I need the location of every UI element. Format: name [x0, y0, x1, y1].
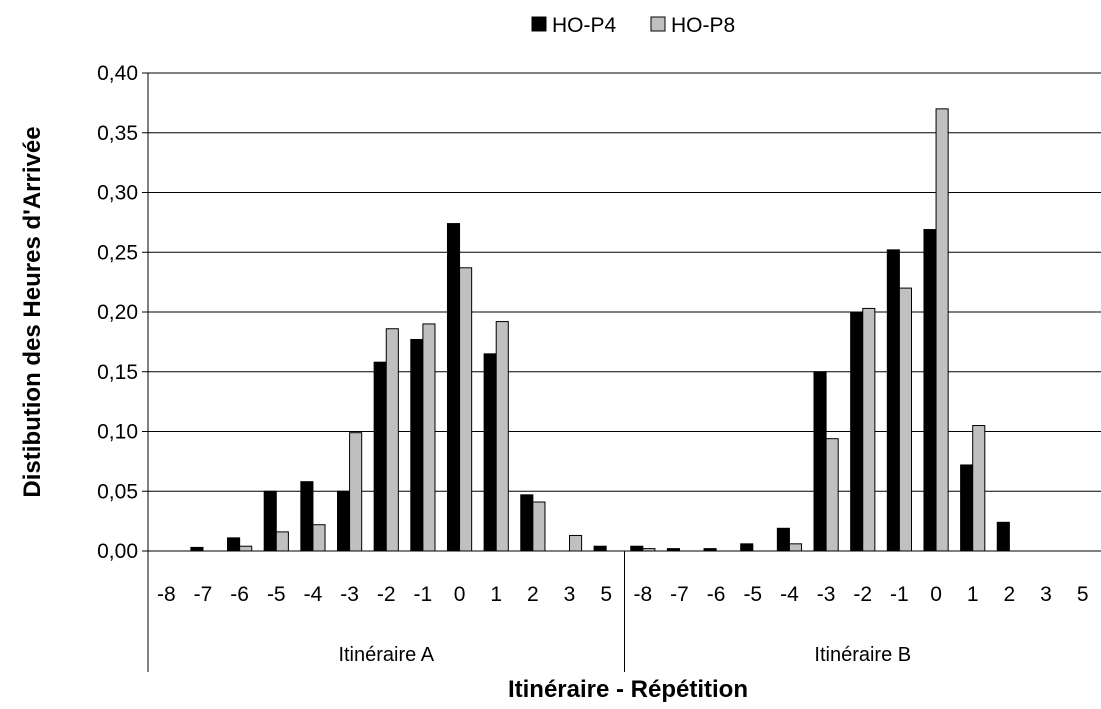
x-tick-label: 3: [564, 583, 576, 606]
bar-ho-p4: [776, 527, 790, 552]
bar-ho-p4: [483, 353, 497, 552]
x-tick-label: -5: [267, 583, 286, 606]
bar-ho-p8: [422, 323, 436, 552]
y-tick-label: 0,30: [97, 182, 138, 205]
x-tick-label: -3: [817, 583, 836, 606]
x-tick-label: 0: [930, 583, 942, 606]
x-tick-label: -7: [670, 583, 689, 606]
bar-ho-p4: [630, 545, 644, 552]
bar-ho-p8: [972, 425, 986, 552]
bar-ho-p8: [349, 432, 363, 552]
x-tick-label: 0: [454, 583, 466, 606]
x-tick-label: 3: [1040, 583, 1052, 606]
bar-ho-p4: [996, 521, 1010, 552]
x-tick-label: -8: [633, 583, 652, 606]
y-tick-label: 0,10: [97, 421, 138, 444]
group-label: Itinéraire B: [814, 644, 911, 666]
bar-ho-p4: [446, 223, 461, 552]
legend-swatch: [531, 16, 547, 32]
bar-ho-p4: [190, 546, 204, 552]
bar-ho-p4: [886, 249, 900, 552]
x-tick-label: -2: [377, 583, 396, 606]
bar-ho-p8: [459, 267, 473, 552]
y-tick-label: 0,15: [97, 361, 138, 384]
bar-ho-p8: [569, 534, 583, 552]
bar-ho-p4: [923, 229, 937, 552]
bar-ho-p8: [825, 438, 839, 552]
x-tick-label: 1: [967, 583, 979, 606]
y-tick-label: 0,00: [97, 540, 138, 563]
x-tick-label: -1: [414, 583, 433, 606]
bar-ho-p8: [862, 307, 876, 552]
x-tick-label: -2: [853, 583, 872, 606]
gridlines: [148, 72, 1101, 492]
x-tick-label: -5: [743, 583, 762, 606]
bar-ho-p8: [275, 531, 289, 552]
x-tick-label: 1: [490, 583, 502, 606]
bar-ho-p8: [935, 108, 949, 552]
bar-ho-p8: [495, 321, 509, 552]
group-label: Itinéraire A: [338, 644, 434, 666]
bar-ho-p4: [960, 464, 974, 552]
bar-ho-p4: [300, 481, 314, 552]
legend-label: HO-P4: [552, 14, 617, 37]
x-tick-label: -8: [157, 583, 176, 606]
bar-ho-p4: [373, 361, 387, 552]
bar-ho-p8: [312, 524, 326, 552]
x-tick-label: 2: [527, 583, 539, 606]
x-tick-label: -6: [707, 583, 726, 606]
bar-ho-p4: [740, 543, 754, 552]
x-tick-label: -4: [304, 583, 323, 606]
y-tick-label: 0,25: [97, 241, 138, 264]
x-tick-label: -3: [340, 583, 359, 606]
bar-ho-p8: [788, 543, 803, 552]
bar-ho-p4: [227, 537, 241, 552]
y-tick-label: 0,35: [97, 122, 138, 145]
y-tick-label: 0,05: [97, 480, 138, 503]
y-tick-label: 0,20: [97, 301, 138, 324]
legend-swatch: [650, 16, 666, 32]
bar-ho-p8: [239, 545, 253, 552]
bar-ho-p8: [385, 328, 399, 552]
bar-ho-p8: [898, 287, 912, 552]
y-tick-label: 0,40: [97, 62, 138, 85]
bar-ho-p4: [337, 490, 351, 552]
bar-ho-p4: [520, 494, 534, 552]
x-tick-label: 5: [1077, 583, 1089, 606]
x-tick-label: 2: [1004, 583, 1016, 606]
x-tick-label: -4: [780, 583, 799, 606]
bar-ho-p4: [813, 371, 827, 552]
y-axis-title: Distibution des Heures d'Arrivée: [19, 126, 46, 497]
bar-ho-p4: [410, 338, 424, 552]
legend-label: HO-P8: [671, 14, 735, 37]
bar-ho-p4: [593, 545, 607, 552]
axes: [142, 72, 1101, 672]
x-tick-label: 5: [600, 583, 612, 606]
x-tick-label: -1: [890, 583, 909, 606]
bar-ho-p4: [263, 490, 277, 552]
bar-ho-p8: [532, 501, 546, 552]
tick-labels: 0,00 0,05 0,10 0,15 0,20 0,25 0,30 0,35 0,40 -8 -7…: [97, 62, 1088, 666]
bars: [190, 108, 1010, 552]
bar-ho-p4: [850, 311, 864, 552]
x-tick-label: -7: [194, 583, 213, 606]
x-axis-title: Itinéraire - Répétition: [508, 676, 748, 703]
x-tick-label: -6: [230, 583, 249, 606]
legend: HO-P4 HO-P8: [531, 14, 735, 37]
